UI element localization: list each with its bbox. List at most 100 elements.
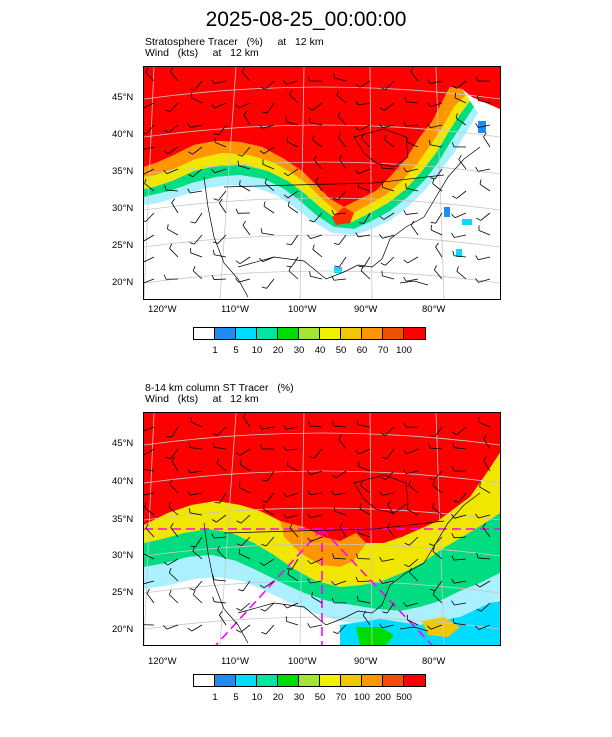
wind-barb-flag	[451, 213, 456, 219]
wind-barb	[168, 572, 179, 582]
wind-barb-flag	[283, 194, 289, 199]
colorbar-label: 10	[251, 345, 263, 356]
wind-barb-flag	[163, 150, 169, 155]
wind-barb	[217, 234, 227, 244]
wind-barb-flag	[263, 201, 266, 207]
wind-barb	[190, 190, 203, 194]
wind-barb	[287, 465, 299, 472]
wind-barb	[310, 624, 323, 628]
wind-barb	[406, 470, 419, 475]
top-lat-label: 30°N	[112, 203, 134, 214]
wind-barb-flag	[188, 151, 193, 155]
wind-barb	[483, 136, 491, 148]
wind-barb-flag	[453, 500, 459, 503]
wind-barb	[482, 527, 491, 538]
wind-barb	[166, 168, 179, 175]
wind-barb-flag	[313, 155, 317, 161]
wind-barb-flag	[262, 479, 268, 482]
wind-barb-flag	[475, 625, 480, 630]
wind-barb-flag	[403, 121, 407, 127]
wind-barb-flag	[261, 286, 267, 289]
colorbar-label: 1	[212, 692, 218, 703]
wind-barb-flag	[384, 134, 387, 140]
wind-barb-flag	[432, 178, 435, 184]
wind-barb	[363, 212, 371, 224]
wind-barb	[219, 614, 227, 626]
wind-barb	[241, 71, 251, 82]
wind-barb	[338, 234, 347, 245]
wind-barb	[145, 71, 155, 82]
wind-barb-flag	[405, 183, 407, 189]
wind-barb	[190, 252, 203, 258]
wind-barb	[190, 512, 203, 516]
wind-barb	[407, 509, 419, 516]
wind-barb-flag	[452, 85, 457, 89]
wind-barb	[454, 447, 467, 450]
colorbar-swatch	[194, 675, 215, 686]
wind-barb	[385, 426, 395, 436]
wind-barb-flag	[404, 564, 410, 568]
wind-barb	[286, 448, 299, 451]
wind-barb	[310, 536, 323, 542]
wind-barb	[385, 470, 395, 480]
wind-barb	[190, 447, 203, 450]
wind-barb-flag	[212, 442, 215, 448]
wind-barb-flag	[361, 133, 364, 139]
wind-barb	[479, 486, 491, 494]
wind-barb	[170, 448, 179, 459]
wind-barb	[262, 164, 275, 170]
wind-barb-flag	[211, 104, 216, 109]
wind-barb-flag	[355, 576, 359, 582]
top-colorbar-labels: 1 5 10 20 30 40 50 60 70 100	[193, 345, 451, 359]
wind-barb	[386, 526, 395, 538]
wind-barb-flag	[379, 491, 383, 496]
column-south-yellow	[422, 617, 460, 637]
wind-barb-flag	[289, 89, 292, 95]
wind-barb	[194, 80, 203, 91]
wind-barb	[238, 278, 251, 283]
wind-barb-flag	[479, 481, 481, 488]
wind-barb	[144, 234, 155, 242]
wind-barb-flag	[238, 589, 244, 592]
wind-barb-flag	[211, 274, 215, 280]
colorbar-swatch	[257, 328, 278, 339]
wind-barb-flag	[380, 432, 386, 436]
tracer-pacific-blob	[144, 119, 184, 165]
wind-barb-flag	[331, 275, 335, 281]
wind-barb-flag	[259, 150, 265, 154]
wind-barb	[358, 234, 371, 238]
wind-barb	[264, 182, 275, 192]
wind-barb	[382, 275, 395, 280]
wind-barb	[286, 80, 299, 85]
wind-barb-flag	[476, 217, 481, 221]
wind-barb	[313, 159, 323, 170]
wind-barb-flag	[381, 456, 387, 459]
wind-barb	[407, 619, 419, 626]
wind-barb	[336, 94, 347, 104]
wind-barb-flag	[476, 553, 479, 559]
wind-barb	[144, 426, 155, 432]
wind-barb-flag	[477, 95, 479, 101]
wind-barb-flag	[429, 477, 435, 481]
wind-barb-flag	[263, 504, 265, 510]
figure-title: 2025-08-25_00:00:00	[205, 8, 407, 31]
graticule	[144, 67, 500, 299]
wind-barb	[454, 558, 467, 561]
wind-barb-flag	[169, 67, 174, 72]
wind-barb	[454, 580, 467, 584]
wind-barb	[335, 470, 347, 479]
wind-barb	[291, 256, 299, 268]
top-lat-label: 40°N	[112, 129, 134, 140]
coastlines	[203, 128, 481, 298]
wind-barb	[171, 202, 179, 214]
wind-barb	[240, 602, 251, 611]
wind-barb	[458, 159, 467, 170]
wind-barb	[190, 470, 203, 474]
top-panel-title: Stratosphere Tracer (%) at 12 km	[145, 36, 324, 48]
wind-barb-flag	[430, 177, 436, 180]
wind-barb-flag	[146, 588, 150, 594]
wind-barb	[239, 184, 251, 192]
wind-barb-flag	[187, 468, 191, 473]
wind-barb	[266, 492, 275, 503]
wind-barb	[334, 425, 347, 428]
